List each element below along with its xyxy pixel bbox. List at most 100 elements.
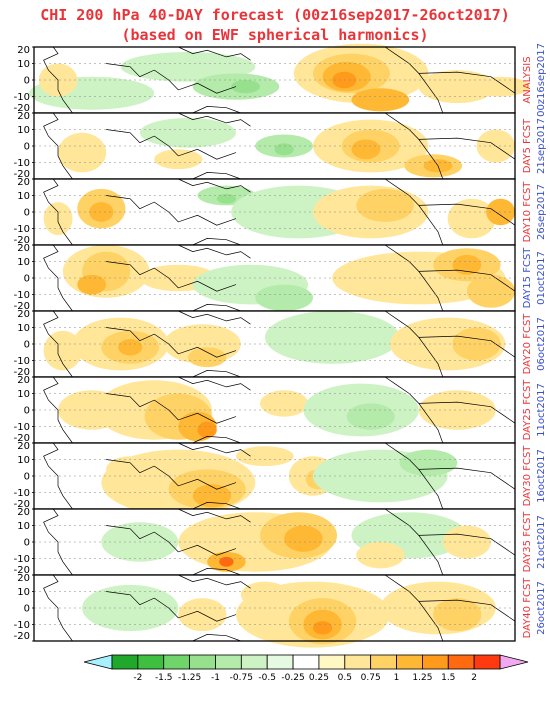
coastline (418, 401, 516, 424)
colorbar-tick-label: 1 (394, 673, 400, 683)
coastline (106, 261, 237, 292)
coastline (43, 178, 73, 246)
coastline (418, 137, 516, 160)
coastline (178, 574, 251, 589)
anomaly-contour (433, 598, 482, 632)
colorbar-swatch (421, 654, 449, 670)
coastline (178, 508, 251, 523)
y-tick-label: 20 (17, 45, 30, 56)
coastline (178, 310, 251, 325)
colorbar-swatch (396, 654, 423, 670)
y-tick-label: -10 (14, 554, 30, 565)
colorbar: -2 -1.5 -1.25 -1 -0.75 -0.5 -0.25 0.25 0.5 0.75 1 1… (83, 654, 529, 683)
anomaly-contour (351, 139, 381, 160)
colorbar-tick-label: -1 (211, 673, 220, 683)
panel-kind-label: DAY35 FCST (522, 511, 533, 573)
colorbar-tick-label: 0.5 (338, 673, 352, 683)
y-tick-label: 10 (17, 323, 30, 334)
colorbar-tick-label: -0.25 (281, 673, 304, 683)
panel-date-label: 21oct2017 (536, 515, 547, 569)
panel-date-label: 26oct2017 (536, 581, 547, 635)
colorbar-tick-label: 1.5 (441, 673, 455, 683)
coastline (43, 442, 73, 510)
anomaly-contour (106, 456, 155, 483)
chart-title: CHI 200 hPa 40-DAY forecast (00z16sep201… (40, 6, 510, 24)
y-tick-label: 0 (24, 76, 30, 87)
anomaly-contour (356, 542, 405, 569)
y-tick-label: -10 (14, 158, 30, 169)
coastline (418, 203, 516, 226)
y-tick-label: 20 (17, 177, 30, 188)
colorbar-swatch (137, 654, 165, 670)
y-tick-label: -10 (14, 224, 30, 235)
anomaly-contour (274, 143, 294, 156)
panel-date-label: 01oct2017 (536, 251, 547, 305)
anomaly-contour (466, 274, 515, 308)
coastline (192, 502, 241, 510)
colorbar-tick-label: -1.25 (178, 673, 201, 683)
coastline (178, 46, 251, 61)
anomaly-contour (255, 284, 313, 311)
anomaly-contour (351, 88, 410, 112)
forecast-panel: 20 10 0 -10-20 DAY15 FCST 01oct2017 (14, 243, 547, 312)
forecast-panel: 20 10 0 -10-20 DAY20 FCST 06oct2017 (14, 309, 547, 378)
anomaly-contour (284, 525, 323, 552)
y-tick-label: -10 (14, 356, 30, 367)
panel-kind-label: DAY10 FCST (522, 181, 533, 243)
coastline (178, 112, 251, 127)
forecast-panel: 20 10 0 -10-20 DAY40 FCST 26oct2017 (14, 573, 547, 648)
coastline (106, 459, 237, 490)
colorbar-swatch (292, 654, 320, 670)
coastline (43, 310, 73, 378)
anomaly-contour (118, 339, 143, 356)
forecast-panel: 20 10 0 -10-20 DAY5 FCST 21sep2017 (14, 111, 547, 180)
anomaly-contour (58, 132, 107, 173)
y-tick-label: 20 (17, 243, 30, 254)
colorbar-swatch (111, 654, 139, 670)
y-tick-label: -10 (14, 290, 30, 301)
anomaly-contour (216, 193, 237, 204)
y-tick-label: 20 (17, 573, 30, 584)
y-tick-label: 20 (17, 309, 30, 320)
colorbar-tick-label: -1.5 (155, 673, 173, 683)
colorbar-swatch (266, 654, 294, 670)
coastline (43, 244, 73, 312)
anomaly-contour (58, 390, 126, 430)
coastline (106, 129, 237, 160)
y-tick-label: -20 (14, 235, 30, 246)
anomaly-contour (399, 449, 458, 476)
colorbar-swatch (163, 654, 191, 670)
panel-kind-label: DAY5 FCST (522, 118, 533, 173)
anomaly-contour (240, 581, 289, 608)
y-tick-label: -10 (14, 422, 30, 433)
y-tick-label: -20 (14, 367, 30, 378)
coastline (192, 172, 241, 180)
panel-date-label: 26sep2017 (536, 184, 547, 240)
coastline (178, 244, 251, 259)
y-tick-label: -10 (14, 488, 30, 499)
y-tick-label: -20 (14, 565, 30, 576)
coastline (178, 178, 251, 193)
coastline (192, 568, 241, 576)
forecast-panel: 20 10 0 -10-20 ANALYSIS 00z16sep2017 (14, 43, 547, 117)
y-tick-label: -20 (14, 301, 30, 312)
y-tick-label: 10 (17, 125, 30, 136)
anomaly-contour (356, 188, 414, 222)
colorbar-tick-label: -0.5 (258, 673, 276, 683)
panel-kind-label: DAY40 FCST (522, 577, 533, 639)
anomaly-contour (219, 556, 234, 567)
coastline (418, 599, 516, 622)
anomaly-contour (264, 311, 400, 364)
anomaly-contour (346, 403, 395, 430)
forecast-panel: 20 10 0 -10-20 DAY35 FCST 21oct2017 (14, 507, 547, 576)
colorbar-tick-label: -2 (133, 673, 142, 683)
anomaly-contour (418, 390, 496, 430)
y-tick-label: -20 (14, 499, 30, 510)
coastline (418, 71, 516, 94)
colorbar-swatch (447, 654, 475, 670)
anomaly-contour (312, 621, 333, 635)
y-tick-label: -20 (14, 103, 30, 114)
coastline (106, 525, 237, 556)
y-tick-label: 10 (17, 257, 30, 268)
